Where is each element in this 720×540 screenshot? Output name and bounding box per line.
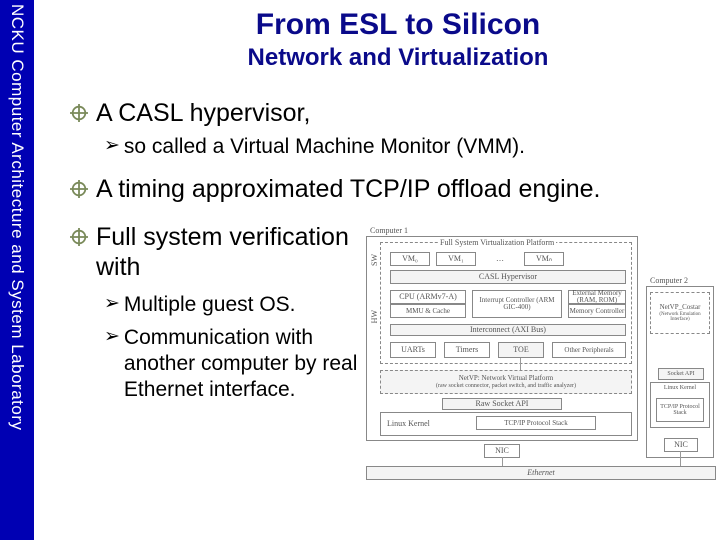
diagram-box-mmu: MMU & Cache (390, 304, 466, 318)
sub-bullet-item: ➢ so called a Virtual Machine Monitor (V… (104, 134, 706, 160)
arrow-bullet-icon: ➢ (104, 292, 120, 317)
bullet-item: Full system verification with (70, 222, 360, 282)
diagram-box-toe: TOE (498, 342, 544, 358)
diagram-box-rawsock: Raw Socket API (442, 398, 562, 410)
diagram-box-vm: VM₀ (390, 252, 430, 266)
sub-bullet-text: so called a Virtual Machine Monitor (VMM… (124, 134, 525, 160)
diagram-box-nic2: NIC (664, 438, 698, 452)
bullet-text: Full system verification with (96, 222, 360, 282)
diagram-box-tcpip: TCP/IP Protocol Stack (476, 416, 596, 430)
diagram-label-ellipsis: … (494, 254, 506, 263)
diagram-box-ic: Interrupt Controller (ARM GIC-400) (472, 290, 562, 318)
diagram-label-computer2: Computer 2 (648, 276, 690, 285)
diagram-box-netvp-costar: NetVP_Costar (Network Emulation Interfac… (650, 292, 710, 334)
diagram-box-tcpip2: TCP/IP Protocol Stack (656, 398, 704, 422)
diagram-label-fsvp: Full System Virtualization Platform (438, 238, 556, 247)
diagram-box-mc: Memory Controller (568, 304, 626, 318)
bullet-list: A CASL hypervisor, ➢ so called a Virtual… (40, 98, 716, 481)
sub-bullet-item: ➢ Communication with another computer by… (104, 325, 360, 404)
diagram-box-mem: External Memory (RAM, ROM) (568, 290, 626, 304)
diagram-label-netvp-costar: NetVP_Costar (660, 304, 701, 311)
slide-subtitle: Network and Virtualization (100, 44, 696, 72)
diagram-label-linux2: Linux Kernel (664, 385, 696, 391)
bullet-item: A timing approximated TCP/IP offload eng… (70, 174, 706, 204)
diagram-connector (680, 451, 681, 466)
diagram-label-linux: Linux Kernel (387, 420, 430, 428)
sidebar-banner: NCKU Computer Architecture and System La… (0, 0, 34, 540)
diagram-connector (520, 358, 521, 370)
diagram-box-periph: Other Peripherals (552, 342, 626, 358)
diagram-box-nic: NIC (484, 444, 520, 458)
diagram-label-netvp-costar-sub: (Network Emulation Interface) (651, 312, 709, 323)
sidebar-label: NCKU Computer Architecture and System La… (7, 4, 27, 431)
arrow-bullet-icon: ➢ (104, 325, 120, 350)
diagram-label-computer1: Computer 1 (368, 226, 410, 235)
diagram-box-timers: Timers (444, 342, 490, 358)
sub-bullet-item: ➢ Multiple guest OS. (104, 292, 360, 318)
diagram-box-uart: UARTs (390, 342, 436, 358)
diagram-box-vm: VM₁ (436, 252, 476, 266)
diagram-box-nvp: NetVP: Network Virtual Platform (raw soc… (380, 370, 632, 394)
architecture-diagram: Computer 1 Computer 2 Full System Virtua… (366, 228, 706, 481)
diagram-label-sw: SW (370, 254, 379, 266)
arrow-bullet-icon: ➢ (104, 134, 120, 159)
bullet-row-with-diagram: Full system verification with ➢ Multiple… (70, 222, 706, 481)
diagram-box-hypervisor: CASL Hypervisor (390, 270, 626, 284)
diagram-box-vm: VMₙ (524, 252, 564, 266)
diagram-box-socket2: Socket API (658, 368, 704, 380)
slide-title: From ESL to Silicon (100, 8, 696, 42)
diagram-label-nvp: NetVP: Network Virtual Platform (459, 375, 554, 382)
diagram-connector (502, 457, 503, 466)
bullet-item: A CASL hypervisor, (70, 98, 706, 128)
diagram-box-cpu: CPU (ARMv7-A) (390, 290, 466, 304)
sub-bullet-text: Multiple guest OS. (124, 292, 296, 318)
diagram-box-ethernet: Ethernet (366, 466, 716, 480)
slide-content: From ESL to Silicon Network and Virtuali… (40, 0, 716, 540)
sub-bullet-text: Communication with another computer by r… (124, 325, 360, 404)
crosshair-bullet-icon (70, 180, 88, 198)
crosshair-bullet-icon (70, 104, 88, 122)
diagram-label-hw: HW (370, 310, 379, 323)
bullet-column: Full system verification with ➢ Multiple… (70, 222, 360, 417)
diagram-label-nvp-sub: (raw socket connector, packet switch, an… (436, 383, 576, 389)
crosshair-bullet-icon (70, 228, 88, 246)
bullet-text: A CASL hypervisor, (96, 98, 310, 128)
diagram-box-interconnect: Interconnect (AXI Bus) (390, 324, 626, 336)
bullet-text: A timing approximated TCP/IP offload eng… (96, 174, 600, 204)
